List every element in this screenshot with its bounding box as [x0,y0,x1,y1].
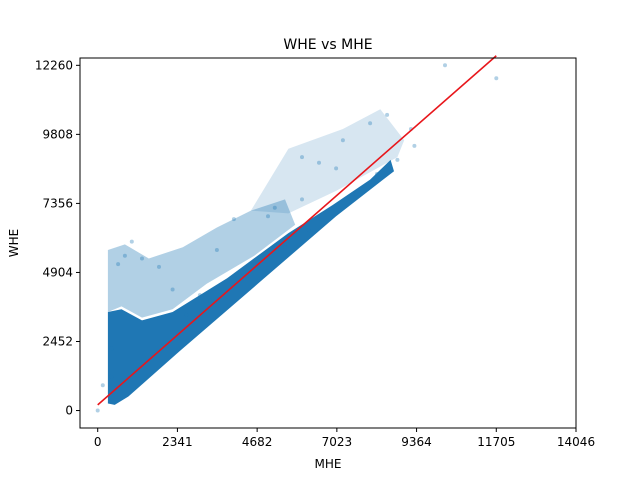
chart-title: WHE vs MHE [283,37,372,53]
scatter-point [340,138,345,143]
scatter-point [283,245,287,250]
scatter-point [395,157,400,162]
y-tick-label: 12260 [35,58,73,72]
scatter-point [197,293,202,298]
scatter-point [109,346,114,351]
scatter-point [157,264,161,269]
scatter-point [109,374,114,379]
scatter-point [334,166,339,171]
scatter-point [95,408,100,413]
scatter-point [351,191,356,196]
scatter-point [317,160,321,165]
y-axis-label: WHE [7,229,21,257]
x-tick-label: 11705 [477,435,515,449]
upper-cloud-band [107,199,296,318]
scatter-point [184,312,189,317]
y-tick-label: 9808 [42,127,73,141]
point-density-bands [107,109,405,405]
plot-area [95,55,499,413]
x-tick-label: 7023 [322,435,353,449]
scatter-point [235,276,240,281]
main-diagonal-band [107,159,395,405]
x-tick-label: 14046 [557,435,595,449]
scatter-point [374,172,379,176]
scatter-point [272,205,277,210]
scatter-point [116,262,121,267]
scatter-point [266,214,270,219]
x-tick-label: 0 [94,435,102,449]
y-tick-label: 4904 [42,265,73,279]
scatter-point [170,287,175,292]
plot-frame [79,57,577,429]
scatter-point [443,63,447,68]
scatter-point [300,155,304,160]
x-tick-label: 9364 [401,435,432,449]
y-tick-label: 0 [65,404,73,418]
scatter-point [208,298,213,303]
fit-line [97,55,497,406]
x-tick-label: 4682 [242,435,273,449]
x-axis-label: MHE [315,457,342,471]
scatter-point [368,121,373,126]
y-tick-label: 7356 [42,196,73,210]
scatter-point [306,228,311,233]
x-tick-label: 2341 [162,435,193,449]
y-axis-ticks: 0 2452 4904 7356 9808 12260 [35,58,80,418]
scatter-point [494,76,499,81]
scatter-point [231,217,236,222]
upper-right-sparse-band [250,109,405,214]
scatter-point [100,383,105,388]
scatter-point [412,143,417,148]
scatter-point [385,112,390,117]
scatter-point [129,239,134,244]
scatter-point [214,248,219,252]
y-tick-label: 2452 [42,334,73,348]
x-axis-ticks: 0 2341 4682 7023 9364 11705 14046 [94,428,595,449]
scatter-point [122,253,127,258]
scatter-point [300,197,304,202]
scatter-point [140,256,144,261]
scatter-points [95,63,499,413]
